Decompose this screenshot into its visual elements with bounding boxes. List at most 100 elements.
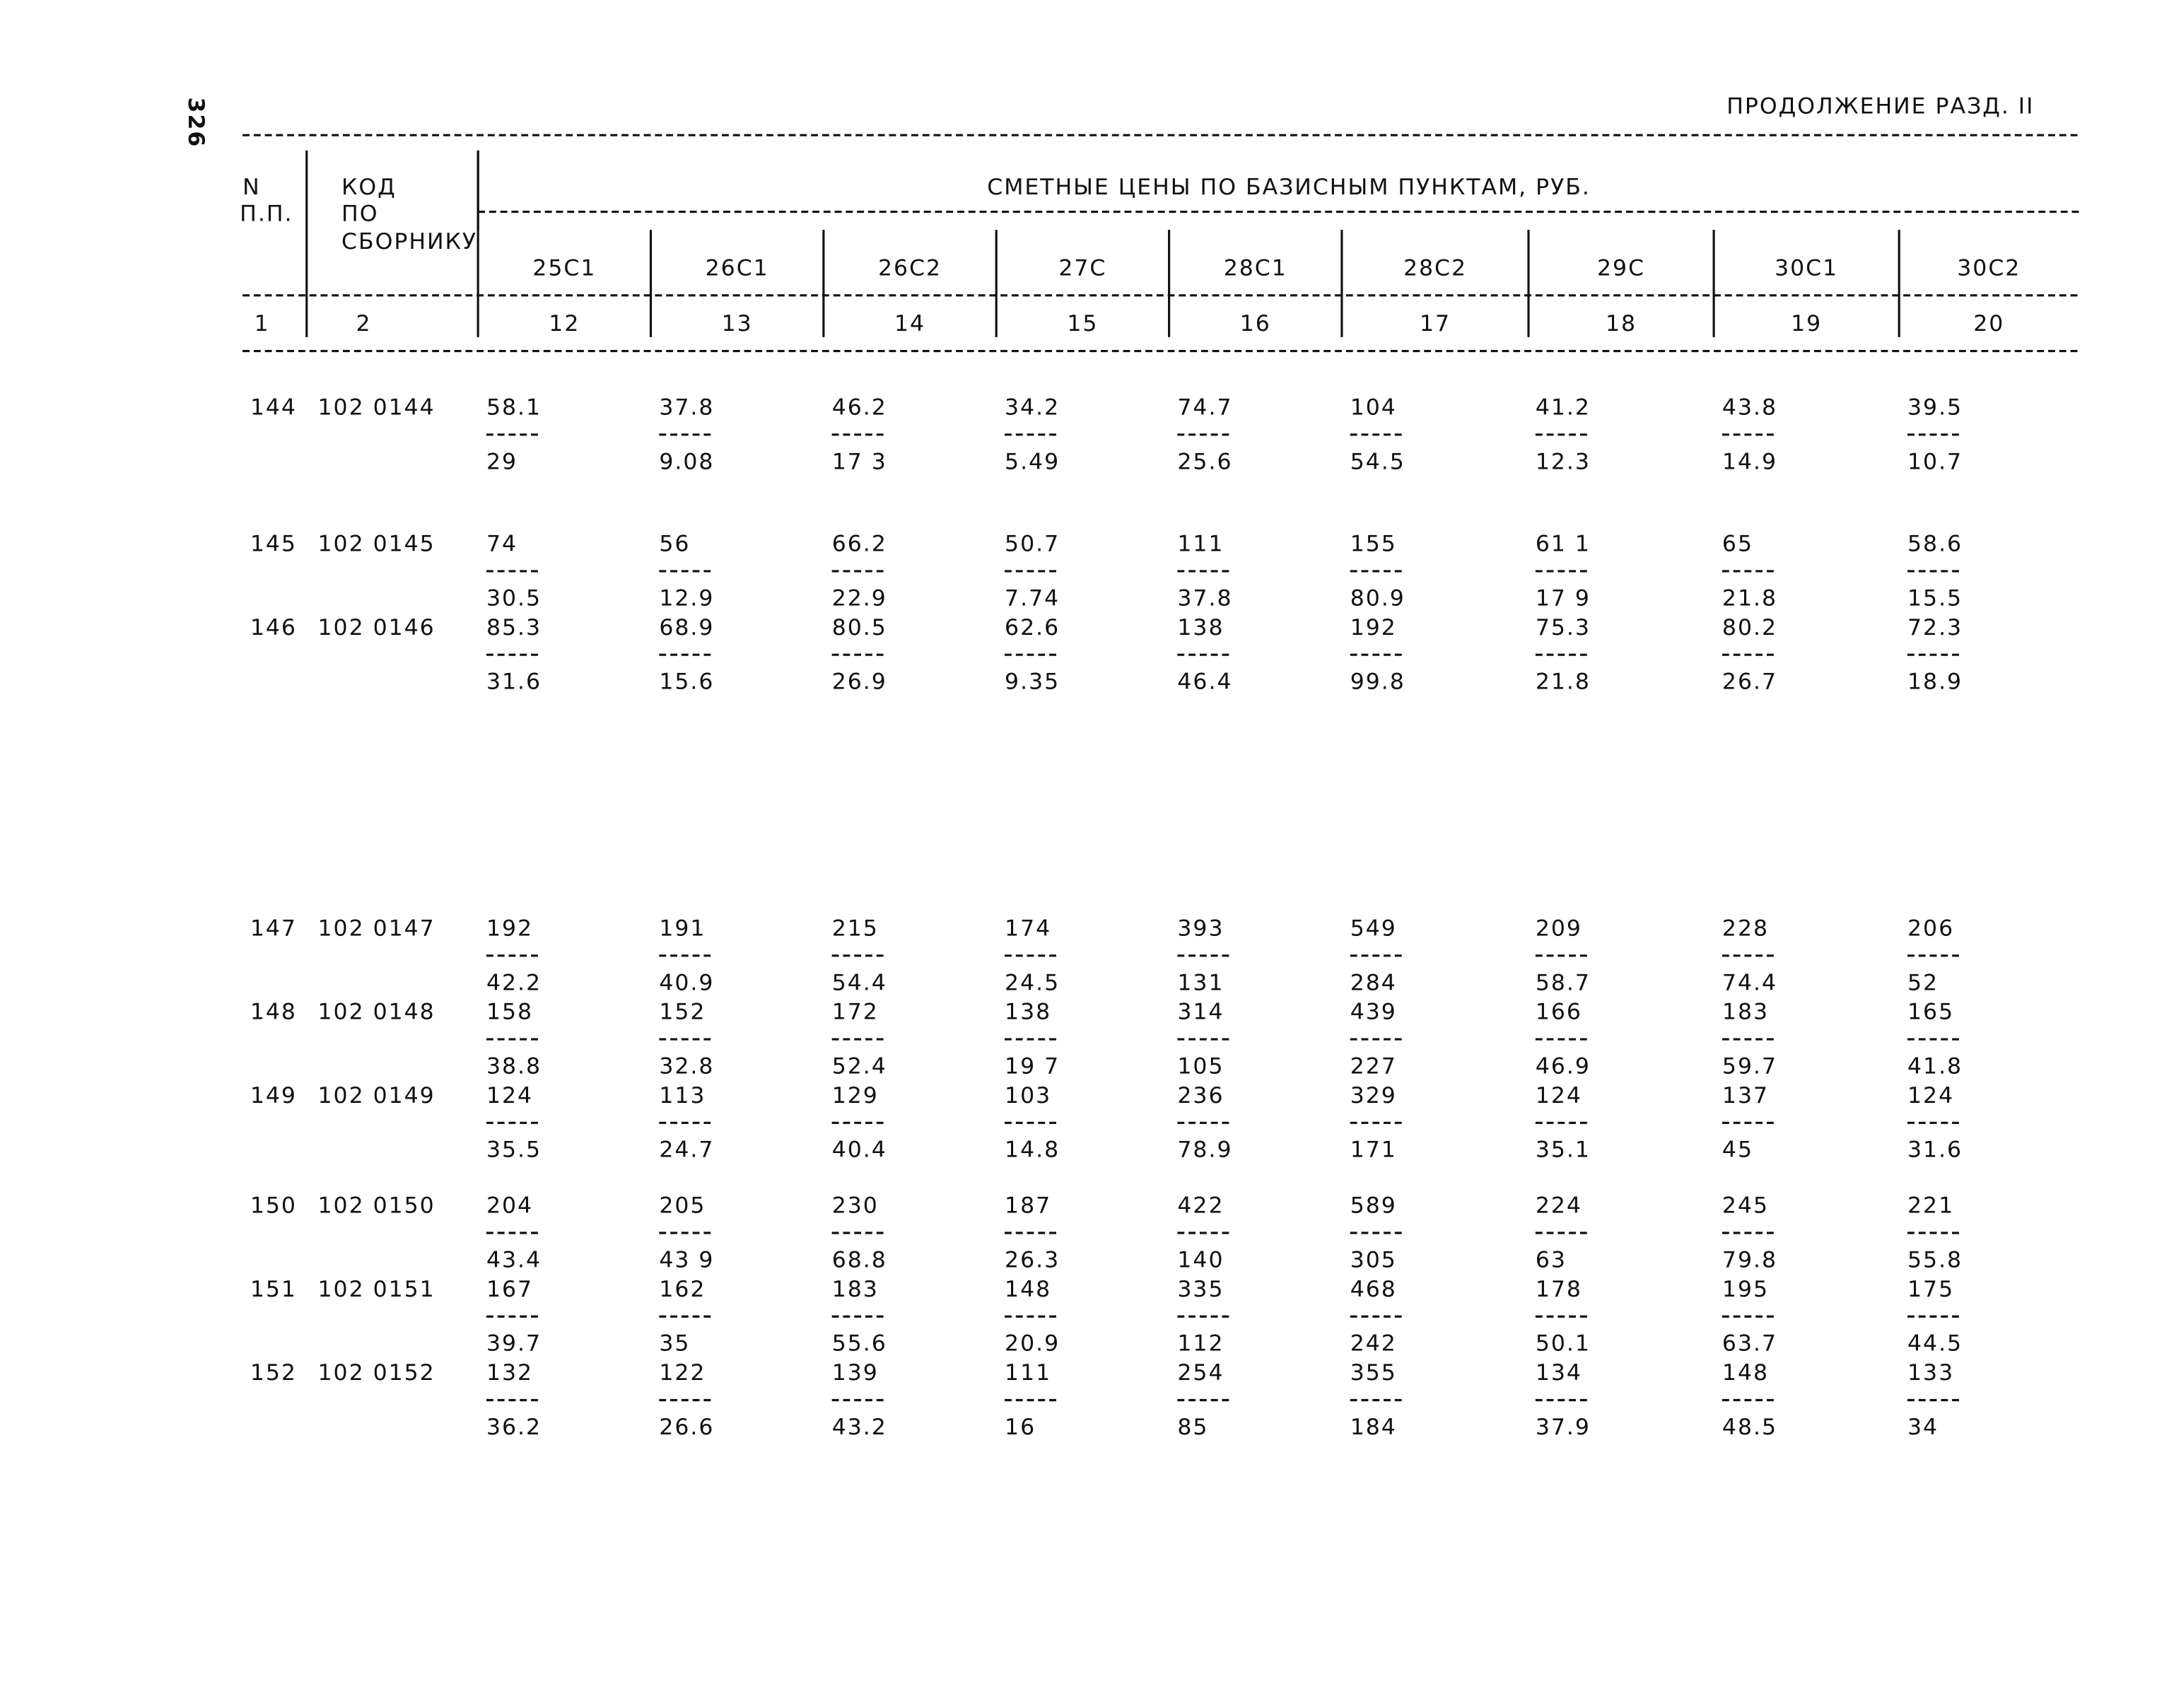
column-number: 20 [1973,311,2004,337]
price-upper: 104 [1350,394,1397,420]
price-upper: 158 [486,1000,533,1025]
price-lower: 26.6 [659,1415,714,1440]
price-upper: 204 [486,1193,533,1219]
row-number: 151 [250,1277,297,1302]
price-upper: 62.6 [1005,615,1060,640]
row-code: 102 0147 [318,916,436,941]
column-number: 2 [356,311,372,337]
row-code: 102 0144 [318,394,436,420]
column-number: 14 [894,311,925,337]
price-upper: 80.5 [832,615,887,640]
price-lower: 48.5 [1722,1415,1777,1440]
price-lower: 131 [1177,970,1224,995]
price-lower: 55.8 [1907,1247,1963,1273]
price-lower: 7.74 [1005,585,1060,611]
price-upper: 68.9 [659,615,714,640]
price-upper: 205 [659,1193,706,1219]
price-lower: 40.9 [659,970,714,995]
column-number: 17 [1420,311,1451,337]
price-upper: 66.2 [832,532,887,557]
price-upper: 133 [1907,1360,1954,1386]
price-lower: 9.35 [1005,669,1060,695]
row-number: 145 [250,532,297,557]
price-lower: 15.5 [1907,585,1963,611]
price-lower: 21.8 [1722,585,1777,611]
price-upper: 75.3 [1536,615,1591,640]
head-n: П.П. [240,201,293,226]
price-upper: 166 [1536,1000,1582,1025]
price-lower: 242 [1350,1331,1397,1357]
column-name: 28С2 [1403,255,1467,281]
header-title: ПРОДОЛЖЕНИЕ РАЗД. II [1726,94,2034,119]
price-upper: 183 [1722,1000,1769,1025]
price-upper: 113 [659,1083,706,1109]
price-lower: 43.2 [832,1415,887,1440]
row-code: 102 0145 [318,532,436,557]
price-lower: 52.4 [832,1054,887,1080]
price-lower: 41.8 [1907,1054,1963,1080]
row-number: 150 [250,1193,297,1219]
column-number: 13 [722,311,753,337]
price-upper: 124 [486,1083,533,1109]
head-code: ПО [341,201,378,226]
price-lower: 80.9 [1350,585,1405,611]
price-lower: 74.4 [1722,970,1777,995]
price-lower: 40.4 [832,1137,887,1163]
column-name: 25С1 [532,255,596,281]
price-lower: 99.8 [1350,669,1405,695]
price-lower: 26.9 [832,669,887,695]
price-lower: 52 [1907,970,1939,995]
price-lower: 39.7 [486,1331,542,1357]
price-upper: 65 [1722,532,1753,557]
price-upper: 335 [1177,1277,1224,1302]
price-upper: 187 [1005,1193,1051,1219]
price-lower: 35 [659,1331,690,1357]
price-upper: 175 [1907,1277,1954,1302]
price-lower: 184 [1350,1415,1397,1440]
price-upper: 148 [1722,1360,1769,1386]
price-upper: 221 [1907,1193,1954,1219]
price-lower: 9.08 [659,449,714,474]
price-lower: 54.4 [832,970,887,995]
price-lower: 78.9 [1177,1137,1232,1163]
price-lower: 58.7 [1536,970,1591,995]
price-upper: 74.7 [1177,394,1232,420]
price-lower: 24.5 [1005,970,1060,995]
price-upper: 155 [1350,532,1397,557]
price-upper: 152 [659,1000,706,1025]
page-number: 326 [183,98,209,148]
price-upper: 355 [1350,1360,1397,1386]
price-lower: 18.9 [1907,669,1963,695]
price-upper: 58.1 [486,394,542,420]
price-lower: 31.6 [486,669,542,695]
price-lower: 29 [486,449,518,474]
row-number: 149 [250,1083,297,1109]
price-upper: 124 [1907,1083,1954,1109]
price-lower: 45 [1722,1137,1753,1163]
price-lower: 79.8 [1722,1247,1777,1273]
price-upper: 172 [832,1000,879,1025]
price-lower: 55.6 [832,1331,887,1357]
price-lower: 35.1 [1536,1137,1591,1163]
price-upper: 393 [1177,916,1224,941]
price-upper: 80.2 [1722,615,1777,640]
price-upper: 215 [832,916,879,941]
row-code: 102 0151 [318,1277,436,1302]
price-upper: 72.3 [1907,615,1963,640]
price-upper: 589 [1350,1193,1397,1219]
price-lower: 15.6 [659,669,714,695]
price-lower: 59.7 [1722,1054,1777,1080]
price-lower: 50.1 [1536,1331,1591,1357]
price-lower: 12.9 [659,585,714,611]
price-upper: 138 [1005,1000,1051,1025]
row-code: 102 0148 [318,1000,436,1025]
row-number: 144 [250,394,297,420]
price-upper: 192 [486,916,533,941]
price-upper: 111 [1177,532,1224,557]
row-number: 148 [250,1000,297,1025]
price-upper: 183 [832,1277,879,1302]
price-upper: 46.2 [832,394,887,420]
price-lower: 16 [1005,1415,1036,1440]
price-lower: 31.6 [1907,1137,1963,1163]
